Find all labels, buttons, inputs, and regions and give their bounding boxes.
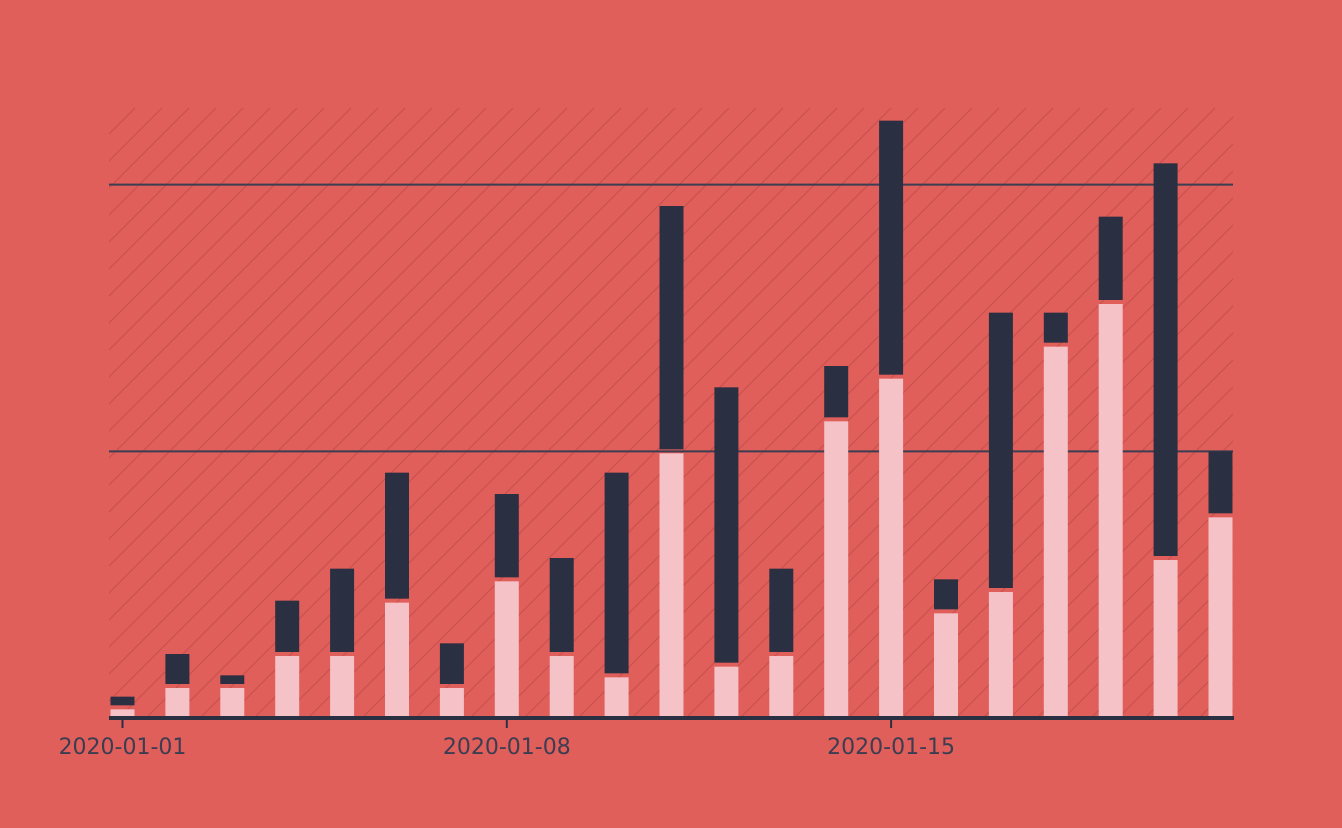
bar-lower-2020-01-02 — [165, 688, 190, 718]
bar-upper-2020-01-15 — [879, 120, 904, 375]
bar-lower-2020-01-17 — [988, 592, 1013, 718]
bar-lower-2020-01-05 — [330, 656, 355, 718]
bar-upper-2020-01-11 — [659, 206, 684, 450]
bar-lower-2020-01-04 — [275, 656, 300, 718]
bar-upper-2020-01-01 — [110, 696, 135, 706]
bar-upper-2020-01-14 — [824, 366, 849, 418]
x-tick-label: 2020-01-15 — [827, 735, 955, 760]
bar-upper-2020-01-12 — [714, 387, 739, 663]
bar-lower-2020-01-13 — [769, 656, 794, 718]
bars — [110, 120, 1233, 718]
bar-lower-2020-01-15 — [879, 378, 904, 718]
bar-lower-2020-01-21 — [1208, 517, 1233, 718]
bar-lower-2020-01-06 — [385, 602, 409, 718]
bar-lower-2020-01-08 — [494, 581, 519, 718]
bar-lower-2020-01-11 — [659, 453, 684, 718]
x-axis-ticks: 2020-01-01 2020-01-08 2020-01-15 — [59, 718, 955, 760]
bar-lower-2020-01-16 — [934, 613, 958, 718]
bar-lower-2020-01-18 — [1043, 346, 1068, 718]
bar-upper-2020-01-13 — [769, 568, 794, 652]
bar-lower-2020-01-03 — [220, 688, 245, 718]
bar-lower-2020-01-07 — [439, 688, 464, 718]
x-tick-label: 2020-01-08 — [443, 735, 571, 760]
bar-upper-2020-01-21 — [1208, 451, 1233, 514]
bar-upper-2020-01-20 — [1153, 163, 1178, 557]
bar-upper-2020-01-06 — [385, 472, 409, 599]
bar-upper-2020-01-07 — [439, 643, 464, 684]
bar-upper-2020-01-17 — [988, 312, 1013, 588]
bar-lower-2020-01-10 — [604, 677, 629, 718]
bar-upper-2020-01-03 — [220, 675, 245, 684]
bar-upper-2020-01-08 — [494, 494, 519, 578]
bar-upper-2020-01-02 — [165, 654, 190, 684]
bar-upper-2020-01-19 — [1098, 216, 1123, 300]
bar-upper-2020-01-04 — [275, 600, 300, 652]
bar-upper-2020-01-18 — [1043, 312, 1068, 343]
bar-lower-2020-01-12 — [714, 666, 739, 718]
bar-lower-2020-01-19 — [1098, 304, 1123, 718]
bar-upper-2020-01-09 — [549, 558, 574, 652]
x-tick-label: 2020-01-01 — [59, 735, 187, 760]
bar-lower-2020-01-01 — [110, 709, 135, 718]
bar-upper-2020-01-10 — [604, 472, 629, 674]
bar-upper-2020-01-05 — [330, 568, 355, 652]
bar-upper-2020-01-16 — [934, 579, 958, 610]
bar-lower-2020-01-14 — [824, 421, 849, 718]
bar-lower-2020-01-09 — [549, 656, 574, 718]
bar-lower-2020-01-20 — [1153, 560, 1178, 718]
